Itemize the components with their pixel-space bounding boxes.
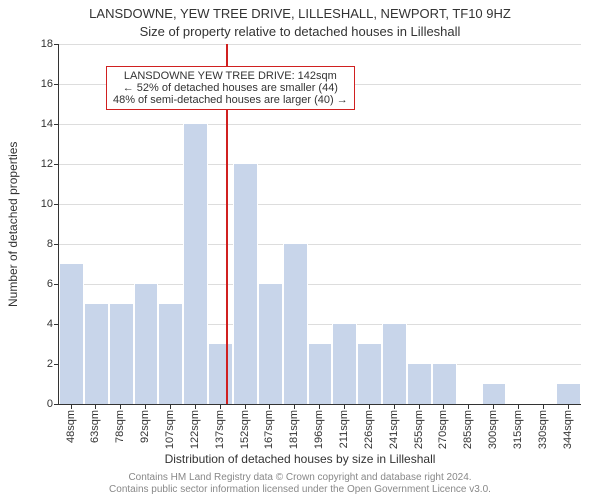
x-tick-label: 78sqm [114,410,126,443]
title-address: LANSDOWNE, YEW TREE DRIVE, LILLESHALL, N… [0,6,600,21]
x-tick-label: 300sqm [487,410,499,449]
histogram-bar [482,384,507,404]
footer-line-1: Contains HM Land Registry data © Crown c… [0,472,600,484]
x-tick-label: 330sqm [537,410,549,449]
gridline [59,164,581,165]
x-tick [195,404,196,409]
x-tick-label: 107sqm [164,410,176,449]
y-tick [54,164,59,165]
annotation-line: 48% of semi-detached houses are larger (… [113,94,348,106]
y-tick-label: 4 [47,318,53,330]
x-tick-label: 48sqm [65,410,77,443]
x-tick [443,404,444,409]
histogram-bar [158,304,183,404]
histogram-bar [556,384,581,404]
x-tick-label: 211sqm [338,410,350,448]
histogram-bar [432,364,457,404]
x-tick-label: 241sqm [388,410,400,449]
histogram-bar [332,324,357,404]
y-tick [54,244,59,245]
x-tick [269,404,270,409]
title-subtitle: Size of property relative to detached ho… [0,24,600,39]
y-tick [54,404,59,405]
x-tick-label: 255sqm [413,410,425,449]
y-tick-label: 6 [47,278,53,290]
x-tick-label: 92sqm [139,410,151,443]
x-tick [518,404,519,409]
y-axis-label: Number of detached properties [6,141,20,306]
histogram-bar [308,344,333,404]
x-tick [294,404,295,409]
x-tick-label: 181sqm [288,410,300,449]
x-tick-label: 226sqm [363,410,375,449]
x-tick [543,404,544,409]
y-tick-label: 2 [47,358,53,370]
x-tick-label: 315sqm [512,410,524,449]
y-tick-label: 0 [47,398,53,410]
x-tick [245,404,246,409]
x-tick [170,404,171,409]
x-tick [120,404,121,409]
histogram-bar [357,344,382,404]
x-tick-label: 167sqm [263,410,275,449]
x-tick [468,404,469,409]
x-tick [344,404,345,409]
y-tick [54,44,59,45]
histogram-bar [208,344,233,404]
x-tick [220,404,221,409]
y-tick-label: 14 [41,118,53,130]
x-tick [95,404,96,409]
histogram-bar [258,284,283,404]
histogram-bar [233,164,258,404]
x-tick-label: 122sqm [189,410,201,449]
annotation-line: LANSDOWNE YEW TREE DRIVE: 142sqm [113,70,348,82]
annotation-line: ← 52% of detached houses are smaller (44… [113,82,348,94]
y-tick-label: 16 [41,78,53,90]
x-tick-label: 270sqm [437,410,449,449]
histogram-bar [59,264,84,404]
y-tick-label: 12 [41,158,53,170]
x-tick-label: 137sqm [214,410,226,449]
x-tick-label: 285sqm [462,410,474,449]
y-tick [54,84,59,85]
x-tick [493,404,494,409]
footer-attribution: Contains HM Land Registry data © Crown c… [0,472,600,496]
x-tick [71,404,72,409]
histogram-bar [283,244,308,404]
x-tick-label: 344sqm [562,410,574,449]
x-tick [319,404,320,409]
x-tick-label: 196sqm [313,410,325,449]
y-tick-label: 8 [47,238,53,250]
x-tick [568,404,569,409]
x-tick [419,404,420,409]
gridline [59,204,581,205]
x-tick [145,404,146,409]
x-tick [394,404,395,409]
x-tick [369,404,370,409]
gridline [59,124,581,125]
y-tick [54,124,59,125]
histogram-bar [407,364,432,404]
histogram-bar [382,324,407,404]
y-tick-label: 18 [41,38,53,50]
histogram-bar [84,304,109,404]
histogram-bar [134,284,159,404]
y-tick [54,204,59,205]
y-tick-label: 10 [41,198,53,210]
histogram-plot: 02468101214161848sqm63sqm78sqm92sqm107sq… [58,44,581,405]
gridline [59,244,581,245]
gridline [59,44,581,45]
x-tick-label: 63sqm [89,410,101,443]
x-tick-label: 152sqm [239,410,251,449]
footer-line-2: Contains public sector information licen… [0,484,600,496]
histogram-bar [109,304,134,404]
histogram-bar [183,124,208,404]
x-axis-label: Distribution of detached houses by size … [0,452,600,466]
annotation-box: LANSDOWNE YEW TREE DRIVE: 142sqm← 52% of… [106,66,355,110]
